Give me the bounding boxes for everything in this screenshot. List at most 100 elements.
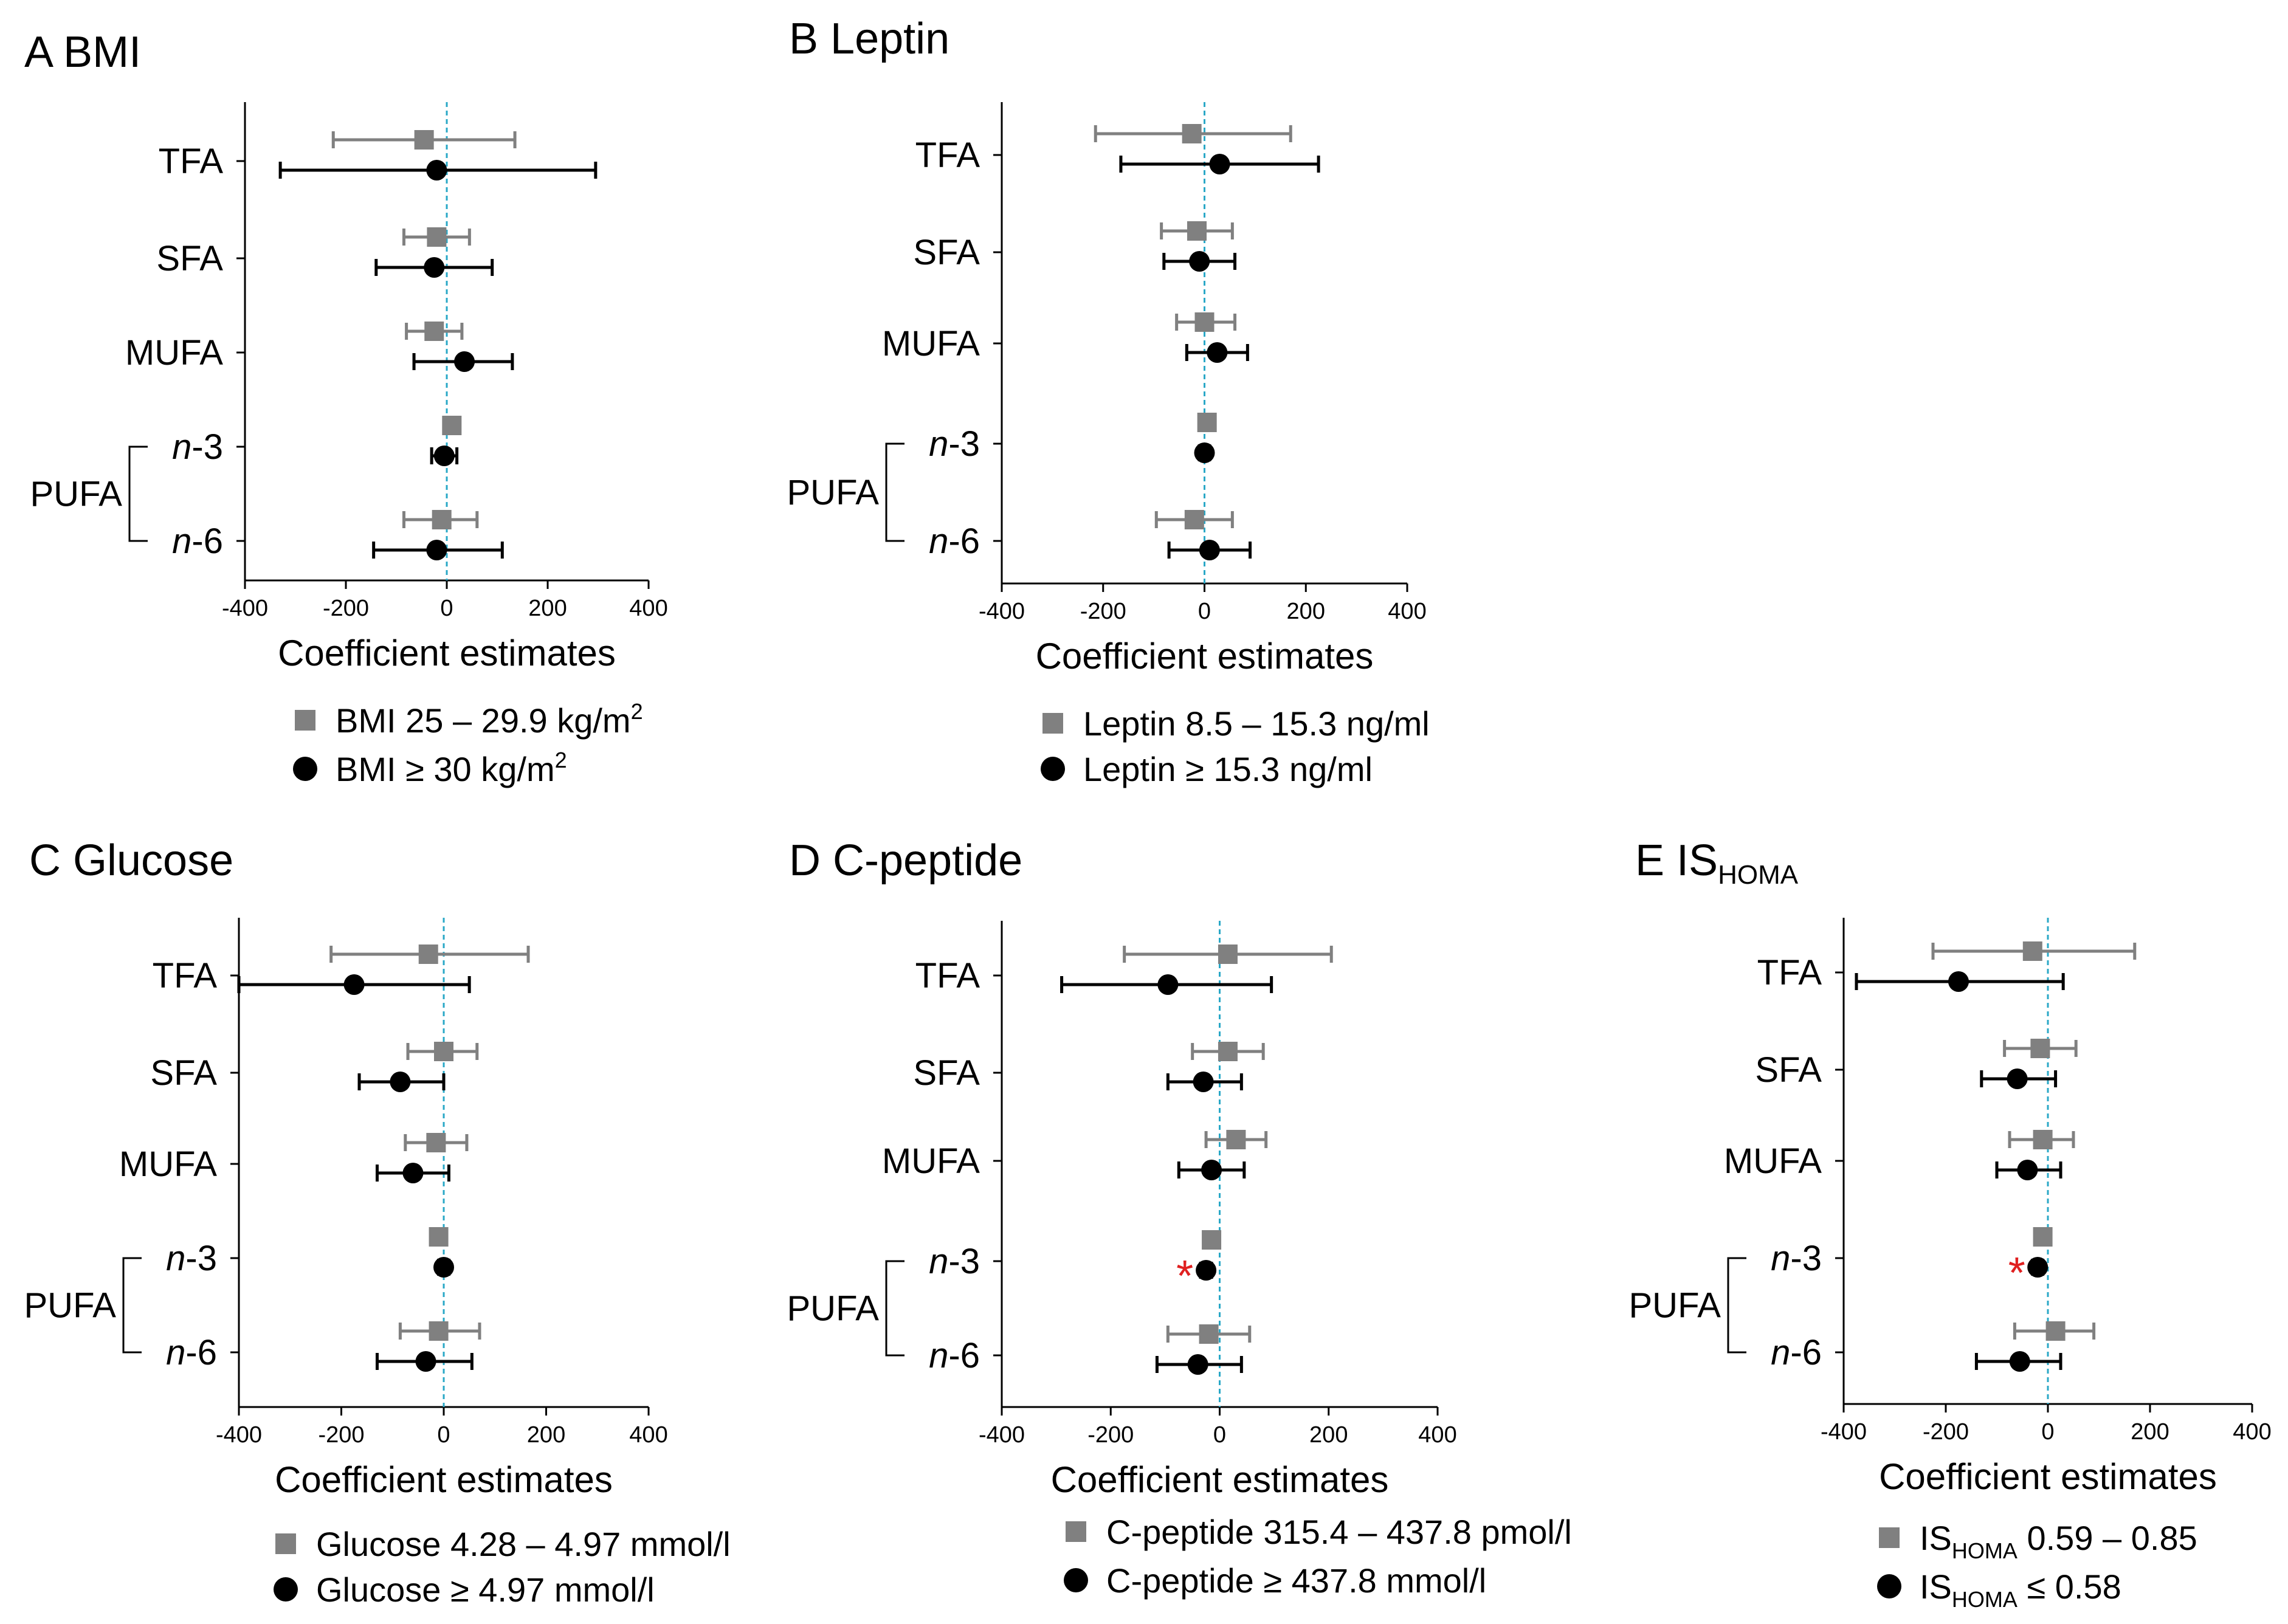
data-point-square-n-3 [1197,413,1217,432]
legend-square-marker [1879,1527,1900,1548]
data-point-circle-mufa [1995,1160,2062,1180]
panel-title: B Leptin [789,15,949,63]
circle-marker [426,160,447,181]
square-marker [414,130,434,150]
legend-circle-marker [293,757,317,781]
legend-label: Glucose 4.28 – 4.97 mmol/l [316,1525,731,1563]
circle-marker [2009,1351,2030,1372]
category-label-mufa: MUFA [882,324,980,363]
circle-marker [415,1351,436,1372]
x-tick-label: 200 [1309,1422,1348,1448]
legend-item-circle: C-peptide ≥ 437.8 mmol/l [1064,1561,1486,1600]
x-tick-label: -200 [323,596,369,621]
data-point-circle-n-6 [372,540,504,560]
legend-circle-marker [1041,757,1065,781]
square-marker [1182,124,1202,143]
category-label-sfa: SFA [913,233,980,272]
legend-label: Glucose ≥ 4.97 mmol/l [316,1571,655,1609]
data-point-circle-mufa [1185,342,1249,363]
legend-circle-marker [1064,1568,1088,1592]
x-tick-label: 200 [2131,1419,2169,1445]
legend-label: ISHOMA ≤ 0.58 [1920,1567,2121,1612]
x-tick-label: 0 [2041,1419,2054,1445]
category-label-mufa: MUFA [125,333,223,373]
circle-marker [2007,1068,2028,1089]
data-point-square-mufa [404,1133,469,1152]
circle-marker [433,446,455,466]
square-marker [429,1321,449,1341]
square-marker [434,1042,453,1061]
data-point-circle-mufa [1177,1160,1246,1180]
x-tick-label: -200 [1923,1419,1969,1445]
square-marker [442,416,462,435]
square-marker [1226,1130,1246,1149]
category-label-n-3: n-3 [929,1242,980,1281]
category-label-tfa: TFA [1757,953,1822,993]
data-point-square-mufa [405,322,464,341]
legend-square-marker [1066,1521,1086,1542]
square-marker [2022,941,2042,961]
circle-marker [433,1257,454,1278]
data-point-circle-mufa [412,351,514,372]
legend-item-circle: ISHOMA ≤ 0.58 [1877,1567,2121,1612]
category-label-n-3: n-3 [172,427,223,467]
data-point-square-mufa [2008,1130,2075,1149]
category-label-tfa: TFA [915,136,980,175]
legend-item-square: BMI 25 – 29.9 kg/m2 [295,699,643,740]
legend-label: ISHOMA 0.59 – 0.85 [1920,1519,2197,1563]
panel-c: C Glucose -400 -200 0 200 400 Coefficient esti… [24,836,731,1609]
data-point-circle-n-6 [375,1351,474,1372]
square-marker [1194,312,1215,332]
square-marker [1218,1042,1238,1061]
data-point-circle-tfa [1855,971,2065,992]
category-label-n-6: n-6 [1771,1333,1822,1372]
square-marker [418,944,438,964]
data-point-circle-sfa [1166,1072,1243,1092]
data-point-square-n-6 [402,510,479,529]
category-label-sfa: SFA [913,1053,980,1093]
data-point-square-n-6 [2013,1321,2096,1341]
legend-item-square: ISHOMA 0.59 – 0.85 [1879,1519,2197,1563]
panel-title: A BMI [24,28,141,77]
circle-marker [1194,442,1215,463]
square-marker [2030,1039,2050,1058]
circle-marker [2017,1160,2038,1180]
data-point-square-mufa [1204,1130,1268,1149]
category-label-mufa: MUFA [882,1141,980,1181]
data-point-circle-sfa [1980,1068,2058,1089]
x-tick-label: -400 [979,599,1025,624]
square-marker [1202,1230,1222,1250]
group-label-pufa: PUFA [1629,1286,1721,1326]
data-point-square-sfa [406,1042,479,1061]
square-marker [2033,1130,2053,1149]
x-tick-label: 0 [437,1422,450,1448]
legend-item-square: C-peptide 315.4 – 437.8 pmol/l [1066,1513,1572,1551]
data-point-square-tfa [1123,944,1333,964]
panel-title: E ISHOMA [1635,836,1799,890]
data-point-square-mufa [1175,312,1237,332]
x-tick-label: 400 [629,1422,667,1448]
data-point-square-n-3 [442,416,462,435]
category-label-n-3: n-3 [1771,1239,1822,1278]
square-marker [2045,1321,2066,1341]
circle-marker [1189,251,1210,272]
legend-circle-marker [1877,1574,1901,1598]
circle-marker [2027,1257,2049,1278]
x-tick-label: 400 [2233,1419,2271,1445]
data-point-circle-tfa [278,160,598,181]
legend-square-marker [275,1533,296,1554]
data-point-square-n-6 [1166,1324,1252,1344]
x-tick-label: 400 [1388,599,1426,624]
x-axis-label: Coefficient estimates [1879,1456,2217,1497]
x-tick-label: 200 [1287,599,1325,624]
data-point-circle-sfa [1162,251,1237,272]
x-tick-label: 200 [528,596,567,621]
data-point-square-sfa [402,227,471,247]
group-label-pufa: PUFA [30,475,123,514]
square-marker [2033,1227,2053,1247]
circle-marker [402,1163,424,1183]
circle-marker [1196,1260,1217,1281]
legend-label: Leptin ≥ 15.3 ng/ml [1083,750,1373,788]
x-tick-label: -200 [318,1422,364,1448]
